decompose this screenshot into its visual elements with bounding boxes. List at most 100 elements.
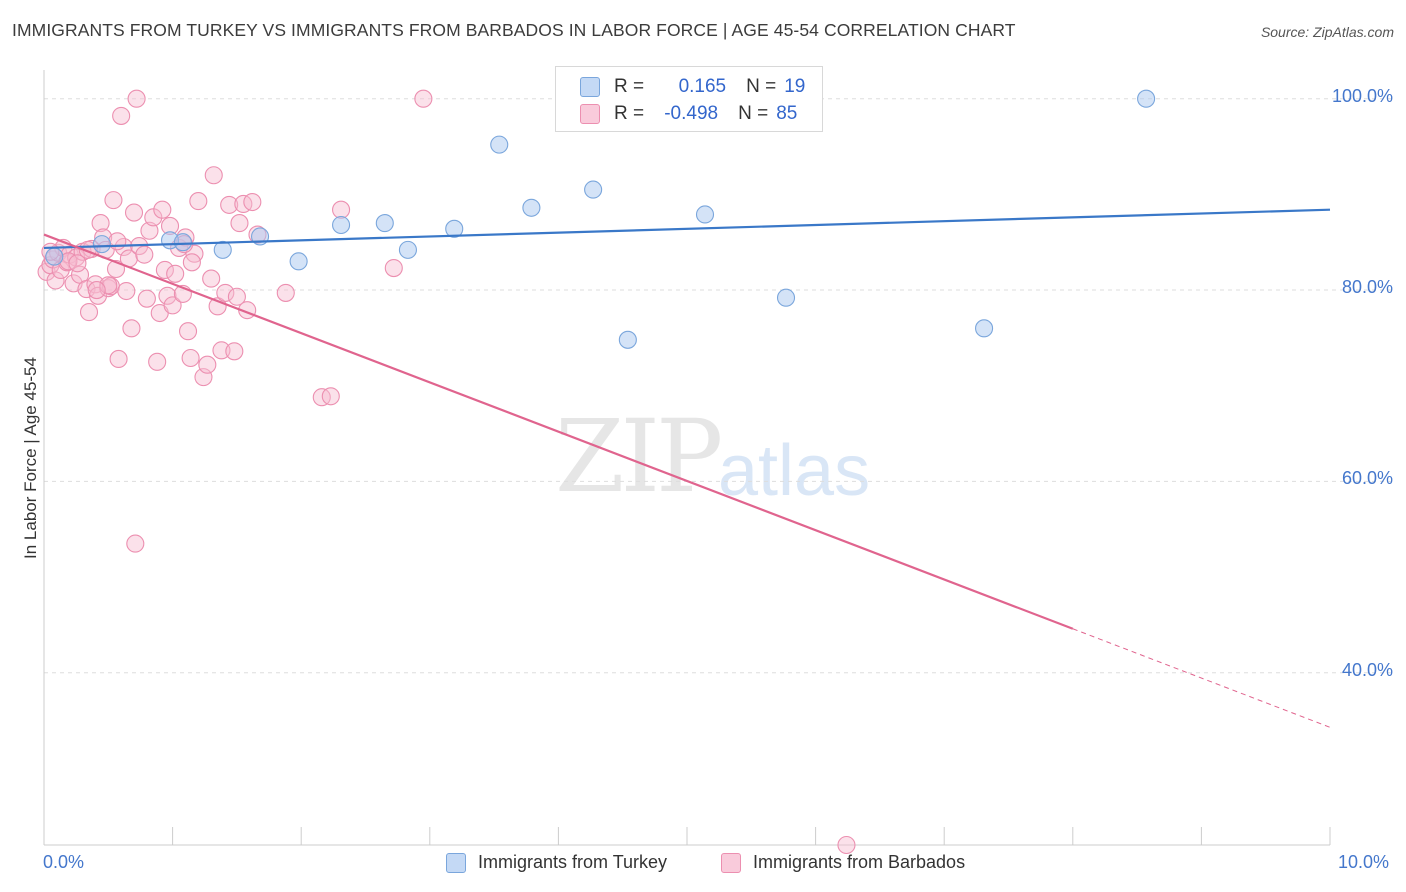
bottom-legend-turkey: Immigrants from Turkey [446, 852, 667, 873]
turkey-point [289, 252, 308, 271]
barbados-point [148, 352, 167, 371]
turkey-point [695, 205, 715, 224]
turkey-point [45, 247, 64, 266]
barbados-point [189, 192, 208, 211]
barbados-point [227, 287, 246, 306]
bottom-legend-label-barbados: Immigrants from Barbados [753, 852, 966, 872]
turkey-point [213, 240, 232, 259]
watermark-zip: ZIP [555, 398, 723, 515]
barbados-point [109, 349, 128, 369]
barbados-point [117, 281, 136, 301]
legend-swatch-turkey [580, 77, 600, 97]
barbados-point [166, 264, 185, 283]
y-tick-label-80: 80.0% [1341, 277, 1393, 297]
bottom-legend-barbados: Immigrants from Barbados [721, 852, 965, 873]
barbados-point [68, 254, 87, 273]
barbados-point [182, 253, 201, 272]
legend-r-value: -0.498 [664, 103, 719, 124]
barbados-point [243, 192, 262, 212]
turkey-point [173, 233, 192, 252]
barbados-point [202, 269, 221, 288]
turkey-point [975, 319, 994, 338]
legend-n-label: N = [746, 76, 777, 97]
barbados-point [155, 260, 174, 280]
bottom-legend: Immigrants from Turkey Immigrants from B… [0, 850, 1406, 878]
turkey-point [398, 240, 417, 259]
barbados-point [126, 534, 145, 553]
legend-n-value: 19 [784, 76, 806, 97]
barbados-point [112, 106, 131, 125]
turkey-point [522, 198, 541, 217]
legend-row-turkey: R = 0.165 N = 19 [580, 76, 805, 98]
barbados-point [87, 281, 106, 300]
turkey-point [776, 288, 796, 307]
turkey-point [584, 180, 603, 199]
x-tick-label-min: 0.0% [43, 852, 85, 872]
barbados-point [414, 89, 433, 108]
barbados-point [79, 303, 99, 322]
source-credit: Source: ZipAtlas.com [1260, 24, 1394, 40]
barbados-point [837, 835, 856, 855]
turkey-point [490, 135, 509, 154]
x-tick-label-max: 10.0% [1338, 852, 1390, 872]
barbados-point [91, 214, 110, 233]
barbados-point [198, 355, 217, 374]
turkey-point [1137, 89, 1156, 108]
y-tick-label-60: 60.0% [1341, 468, 1393, 488]
barbados-point [153, 200, 172, 219]
barbados-point [204, 166, 223, 185]
barbados-point [122, 319, 141, 338]
barbados-point [135, 245, 154, 264]
barbados-point [276, 283, 295, 302]
turkey-trend-line [43, 208, 1331, 250]
barbados-point [312, 388, 331, 407]
turkey-point [618, 330, 637, 349]
barbados-point [230, 214, 249, 233]
bottom-legend-swatch-turkey [446, 852, 466, 873]
turkey-point [445, 219, 464, 238]
barbados-point [137, 289, 156, 308]
barbados-point [178, 322, 198, 341]
turkey-point [332, 215, 351, 235]
axes [43, 70, 1331, 846]
barbados-point [124, 203, 144, 222]
barbados-trend-extension [1072, 628, 1331, 728]
barbados-point [108, 232, 127, 251]
grid-lines [44, 98, 1392, 674]
legend-swatch-barbados [580, 104, 600, 124]
bottom-legend-swatch-barbados [721, 852, 741, 873]
legend-row-barbados: R = -0.498 N = 85 [580, 103, 797, 125]
barbados-point [140, 221, 159, 240]
turkey-point [92, 235, 111, 254]
y-axis-label: In Labor Force | Age 45-54 [21, 357, 40, 559]
barbados-point [158, 286, 177, 305]
legend-r-label: R = [614, 76, 645, 97]
legend-n-label: N = [738, 103, 769, 124]
correlation-legend: R = 0.165 N = 19 R = -0.498 N = 85 [555, 66, 823, 132]
barbados-point [163, 296, 182, 315]
y-tick-label-100: 100.0% [1331, 86, 1393, 106]
barbados-trend-line [43, 233, 1074, 630]
trend-lines [43, 208, 1331, 728]
barbados-points [37, 89, 856, 855]
turkey-point [375, 214, 394, 233]
barbados-point [216, 283, 235, 302]
legend-r-label: R = [614, 103, 645, 124]
barbados-point [234, 194, 253, 214]
barbados-point [46, 271, 65, 290]
barbados-point [99, 276, 118, 295]
legend-r-value: 0.165 [678, 76, 727, 97]
turkey-points [45, 89, 1156, 349]
barbados-point [384, 259, 403, 278]
legend-n-value: 85 [776, 103, 798, 124]
barbados-point [225, 342, 244, 361]
watermark-atlas: atlas [718, 431, 871, 511]
barbados-point [321, 387, 340, 406]
y-tick-label-40: 40.0% [1341, 660, 1393, 680]
barbados-point [220, 195, 239, 214]
bottom-legend-label-turkey: Immigrants from Turkey [478, 852, 668, 872]
chart-title: IMMIGRANTS FROM TURKEY VS IMMIGRANTS FRO… [12, 20, 1016, 40]
barbados-point [212, 341, 231, 360]
barbados-point [104, 191, 123, 210]
